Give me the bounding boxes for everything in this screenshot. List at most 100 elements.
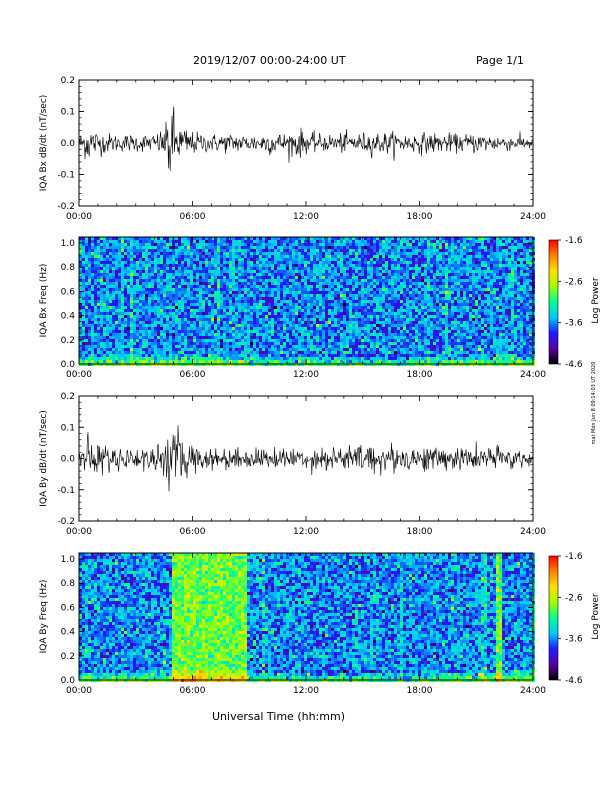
heatmap-cell	[154, 258, 157, 261]
heatmap-cell	[226, 309, 229, 312]
heatmap-cell	[127, 276, 130, 279]
heatmap-cell	[199, 327, 202, 330]
heatmap-cell	[367, 294, 370, 297]
heatmap-cell	[337, 294, 340, 297]
heatmap-cell	[199, 288, 202, 291]
heatmap-cell	[238, 336, 241, 339]
heatmap-cell	[307, 318, 310, 321]
heatmap-cell	[265, 339, 268, 342]
heatmap-cell	[415, 249, 418, 252]
heatmap-cell	[403, 288, 406, 291]
heatmap-cell	[166, 354, 169, 357]
heatmap-cell	[229, 261, 232, 264]
heatmap-cell	[133, 249, 136, 252]
heatmap-cell	[127, 261, 130, 264]
heatmap-cell	[109, 243, 112, 246]
heatmap-cell	[298, 282, 301, 285]
heatmap-cell	[94, 360, 97, 363]
heatmap-cell	[274, 270, 277, 273]
heatmap-cell	[328, 246, 331, 249]
heatmap-cell	[349, 264, 352, 267]
heatmap-cell	[136, 336, 139, 339]
heatmap-cell	[262, 333, 265, 336]
heatmap-cell	[100, 315, 103, 318]
heatmap-cell	[79, 276, 82, 279]
heatmap-cell	[220, 291, 223, 294]
heatmap-cell	[202, 327, 205, 330]
heatmap-cell	[163, 297, 166, 300]
heatmap-cell	[343, 282, 346, 285]
heatmap-cell	[142, 297, 145, 300]
heatmap-cell	[169, 261, 172, 264]
heatmap-cell	[91, 249, 94, 252]
heatmap-cell	[184, 324, 187, 327]
heatmap-cell	[307, 345, 310, 348]
heatmap-cell	[376, 252, 379, 255]
heatmap-cell	[316, 276, 319, 279]
heatmap-cell	[154, 360, 157, 363]
heatmap-cell	[289, 249, 292, 252]
heatmap-cell	[157, 300, 160, 303]
heatmap-cell	[295, 273, 298, 276]
heatmap-cell	[412, 351, 415, 354]
heatmap-cell	[397, 303, 400, 306]
heatmap-cell	[355, 246, 358, 249]
heatmap-cell	[361, 333, 364, 336]
heatmap-cell	[136, 312, 139, 315]
heatmap-cell	[148, 309, 151, 312]
heatmap-cell	[118, 342, 121, 345]
heatmap-cell	[229, 285, 232, 288]
heatmap-cell	[220, 294, 223, 297]
heatmap-cell	[103, 321, 106, 324]
heatmap-cell	[418, 282, 421, 285]
heatmap-cell	[328, 276, 331, 279]
heatmap-cell	[397, 315, 400, 318]
heatmap-cell	[343, 327, 346, 330]
heatmap-cell	[409, 237, 412, 240]
heatmap-cell	[388, 357, 391, 360]
heatmap-cell	[397, 243, 400, 246]
heatmap-cell	[406, 249, 409, 252]
heatmap-cell	[163, 291, 166, 294]
heatmap-cell	[274, 315, 277, 318]
heatmap-cell	[391, 267, 394, 270]
heatmap-cell	[280, 243, 283, 246]
heatmap-cell	[79, 279, 82, 282]
heatmap-cell	[190, 336, 193, 339]
heatmap-cell	[235, 261, 238, 264]
heatmap-cell	[124, 300, 127, 303]
heatmap-cell	[193, 336, 196, 339]
heatmap-cell	[331, 258, 334, 261]
heatmap-cell	[217, 294, 220, 297]
heatmap-cell	[265, 330, 268, 333]
heatmap-cell	[301, 357, 304, 360]
heatmap-cell	[217, 246, 220, 249]
heatmap-cell	[151, 354, 154, 357]
heatmap-cell	[379, 243, 382, 246]
heatmap-cell	[328, 336, 331, 339]
heatmap-cell	[187, 300, 190, 303]
heatmap-cell	[415, 297, 418, 300]
heatmap-cell	[271, 276, 274, 279]
heatmap-cell	[292, 348, 295, 351]
heatmap-cell	[319, 312, 322, 315]
heatmap-cell	[415, 324, 418, 327]
heatmap-cell	[148, 315, 151, 318]
heatmap-cell	[97, 270, 100, 273]
heatmap-cell	[82, 333, 85, 336]
heatmap-cell	[124, 255, 127, 258]
heatmap-cell	[247, 360, 250, 363]
heatmap-cell	[262, 336, 265, 339]
heatmap-cell	[334, 252, 337, 255]
heatmap-cell	[295, 276, 298, 279]
heatmap-cell	[139, 237, 142, 240]
heatmap-cell	[250, 345, 253, 348]
heatmap-cell	[235, 309, 238, 312]
heatmap-cell	[358, 303, 361, 306]
heatmap-cell	[253, 309, 256, 312]
heatmap-cell	[391, 300, 394, 303]
heatmap-cell	[274, 294, 277, 297]
heatmap-cell	[181, 249, 184, 252]
heatmap-cell	[163, 354, 166, 357]
heatmap-cell	[253, 312, 256, 315]
